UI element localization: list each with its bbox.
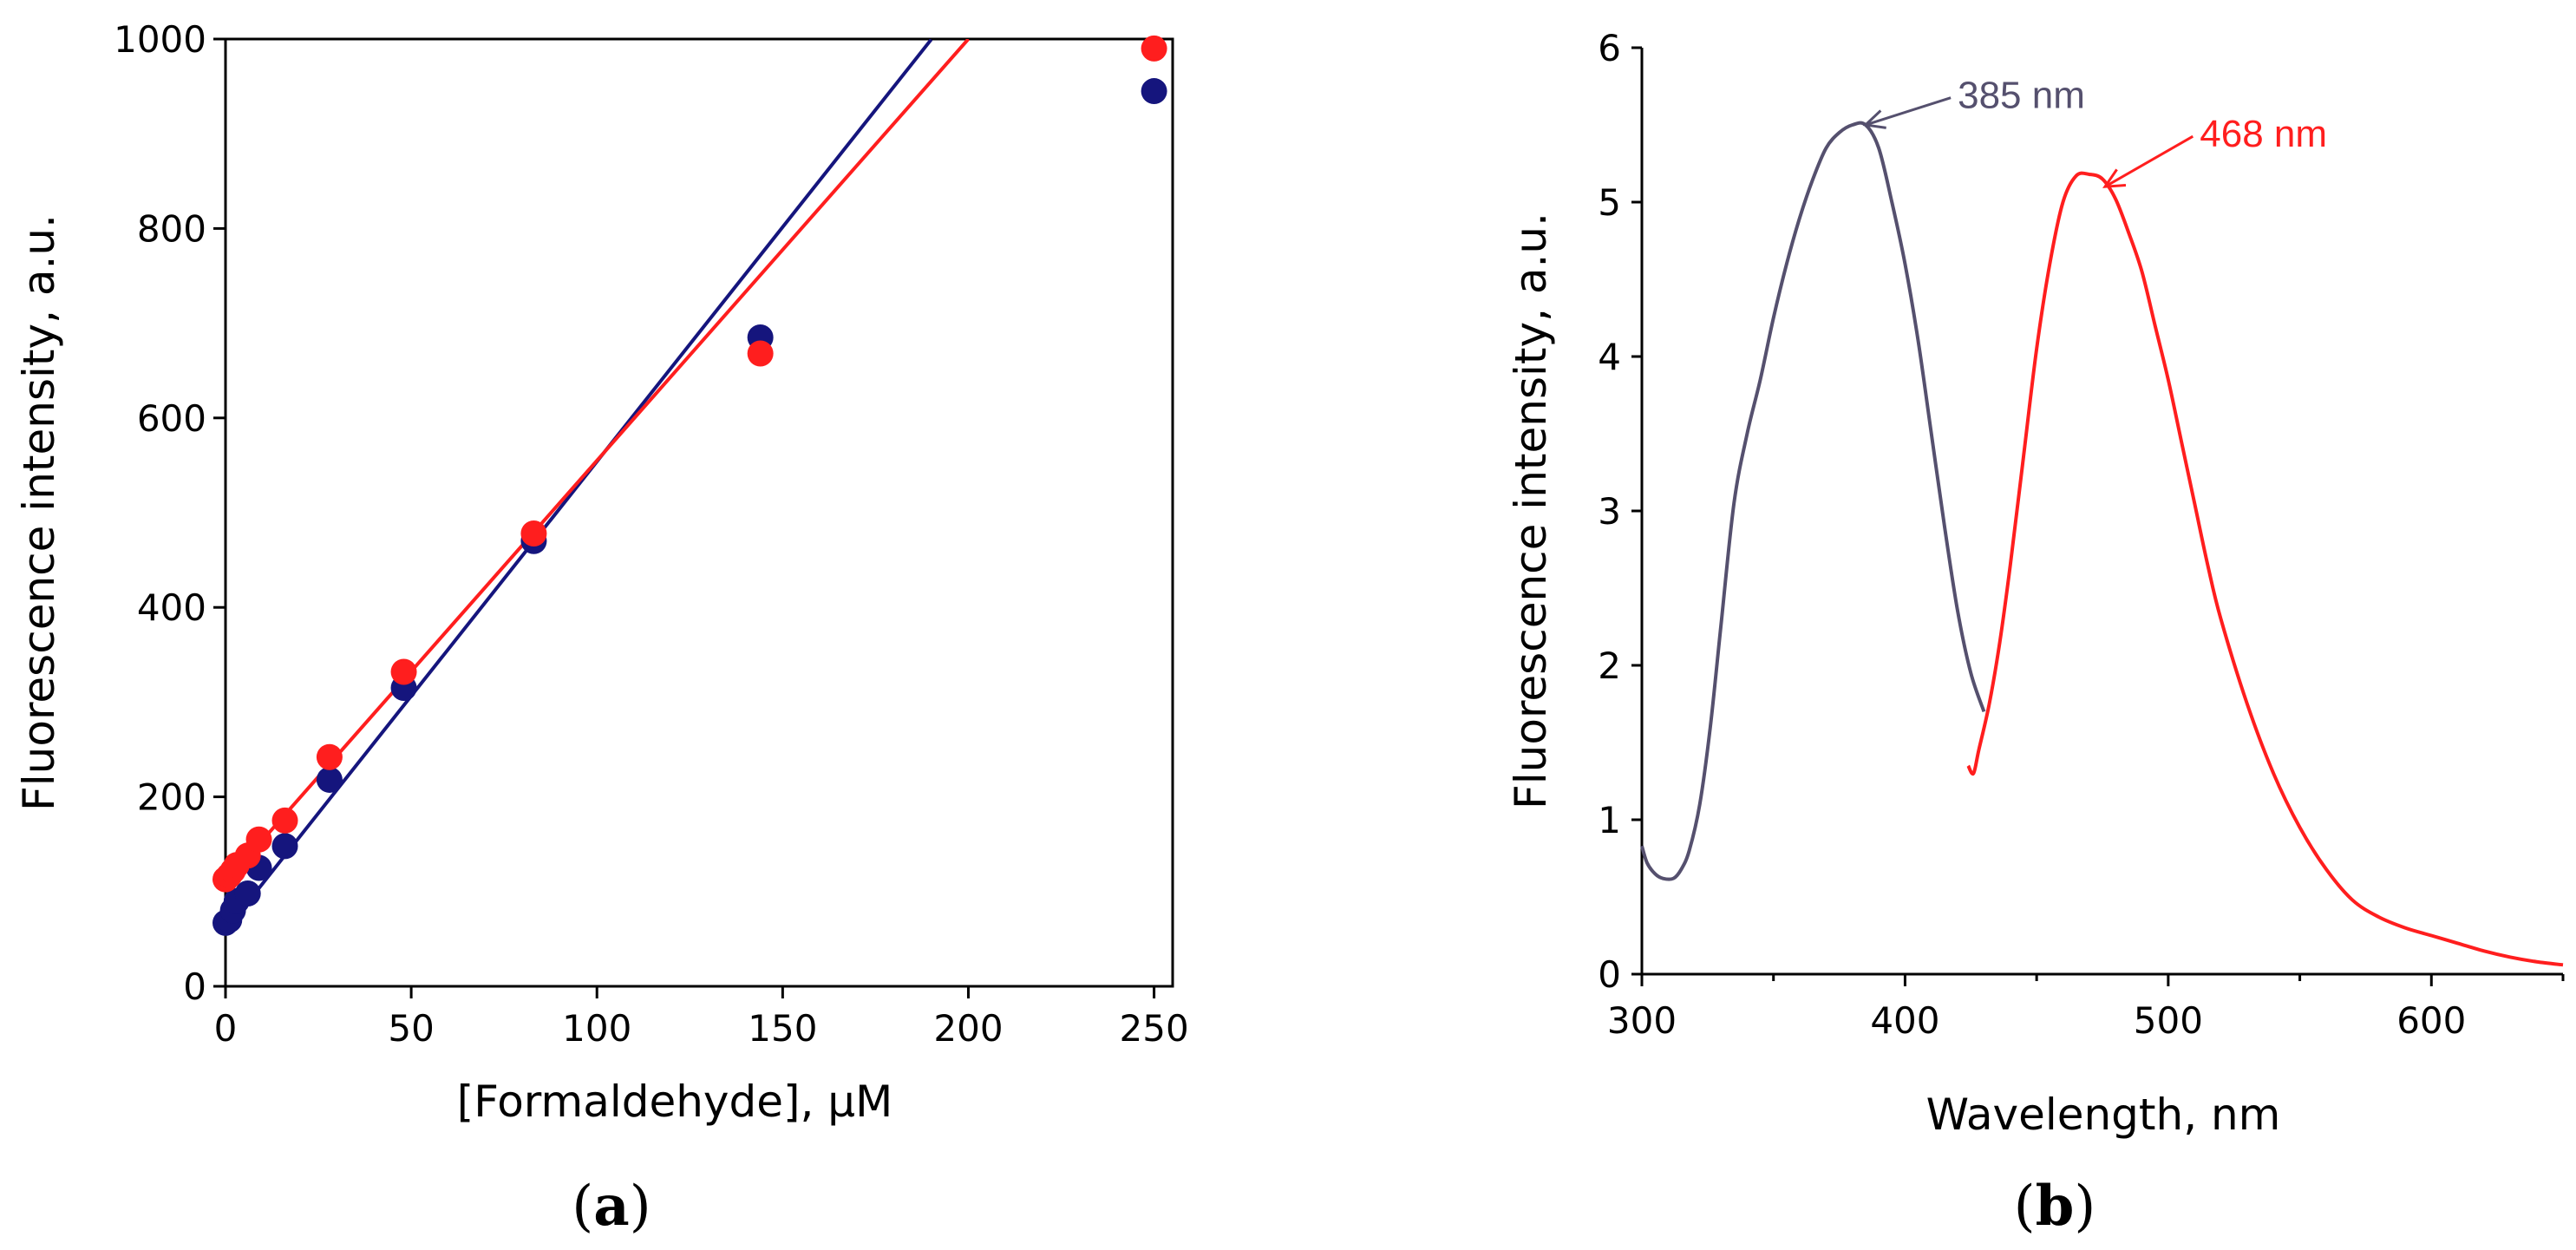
data-point-blue — [234, 880, 261, 906]
data-point-red — [245, 826, 272, 853]
x-tick-label: 0 — [214, 1007, 238, 1050]
panel-b-chart: 0 1 2 3 4 5 6 300 400 500 600 Fluorescence intens… — [1506, 27, 2565, 1239]
panel-b-x-ticks: 300 400 500 600 — [1607, 974, 2565, 1042]
y-tick-label: 1 — [1598, 799, 1621, 841]
panel-a-y-axis-title: Fluorescence intensity, a.u. — [14, 214, 64, 811]
panel-a-plot-frame — [224, 37, 1174, 988]
data-point-blue — [271, 833, 298, 860]
panel-a-y-ticks: 0 200 400 600 800 1000 — [114, 18, 226, 1008]
panel-a-label-open: ( — [572, 1175, 593, 1239]
annotation-arrow-head — [2102, 168, 2127, 188]
x-tick-label: 300 — [1607, 999, 1677, 1042]
series-line-excitation — [1640, 121, 1986, 881]
panel-a-label: (a) — [572, 1174, 651, 1239]
y-tick-label: 600 — [137, 397, 206, 440]
x-tick-label: 400 — [1870, 999, 1939, 1042]
x-tick-label: 100 — [562, 1007, 631, 1050]
y-tick-label: 4 — [1598, 336, 1621, 378]
fit-line-red — [226, 39, 970, 884]
annotation-arrow-head — [1862, 109, 1886, 129]
annotation-arrow-shaft — [1865, 96, 1952, 127]
y-tick-label: 2 — [1598, 645, 1621, 687]
fit-line-blue — [226, 39, 933, 932]
panel-b-y-axis-title: Fluorescence intensity, a.u. — [1506, 213, 1556, 809]
x-tick-label: 250 — [1120, 1007, 1189, 1050]
data-point-red — [316, 743, 343, 770]
panel-a-label-close: ) — [630, 1175, 651, 1239]
series-line-emission — [1966, 171, 2564, 967]
annotation-label: 468 nm — [2200, 113, 2327, 155]
y-tick-label: 0 — [183, 965, 206, 1008]
panel-b-x-axis-title: Wavelength, nm — [1926, 1090, 2281, 1140]
data-point-red — [271, 807, 298, 834]
y-tick-label: 0 — [1598, 953, 1621, 996]
data-point-blue — [1141, 78, 1167, 105]
panel-a-x-axis-title: [Formaldehyde], μM — [457, 1077, 893, 1127]
panel-a-data-points — [212, 35, 1167, 936]
data-point-red — [520, 520, 547, 547]
panel-b-plot-frame — [1642, 48, 2563, 974]
x-tick-label: 600 — [2396, 999, 2466, 1042]
panel-b-annotations: 385 nm 468 nm — [1862, 75, 2327, 188]
data-point-red — [1141, 35, 1167, 62]
panel-b-label-close: ) — [2074, 1175, 2095, 1239]
panel-b-label-letter: b — [2036, 1174, 2075, 1239]
y-tick-label: 800 — [137, 207, 206, 250]
panel-b-series-lines — [1640, 121, 2564, 967]
panel-b-label-open: ( — [2014, 1175, 2036, 1239]
y-tick-label: 6 — [1598, 27, 1621, 69]
y-tick-label: 1000 — [114, 18, 206, 61]
y-tick-label: 200 — [137, 776, 206, 819]
y-tick-label: 3 — [1598, 490, 1621, 533]
data-point-red — [747, 340, 774, 367]
y-tick-label: 5 — [1598, 181, 1621, 224]
data-point-blue — [316, 766, 343, 793]
data-point-red — [390, 658, 417, 685]
panel-a-fit-lines — [226, 39, 970, 932]
annotation-label: 385 nm — [1958, 75, 2085, 117]
x-tick-label: 50 — [388, 1007, 434, 1050]
panel-b-y-ticks: 0 1 2 3 4 5 6 — [1598, 27, 1642, 996]
panel-a-chart: 0 200 400 600 800 1000 0 50 100 150 200 250 Fluore… — [14, 18, 1189, 1239]
panel-a-label-letter: a — [593, 1174, 629, 1239]
panel-a-x-ticks: 0 50 100 150 200 250 — [214, 986, 1189, 1050]
x-tick-label: 200 — [933, 1007, 1003, 1050]
y-tick-label: 400 — [137, 586, 206, 629]
annotation-arrow-shaft — [2104, 134, 2194, 188]
x-tick-label: 150 — [748, 1007, 817, 1050]
panel-b-label: (b) — [2014, 1174, 2096, 1239]
x-tick-label: 500 — [2134, 999, 2203, 1042]
